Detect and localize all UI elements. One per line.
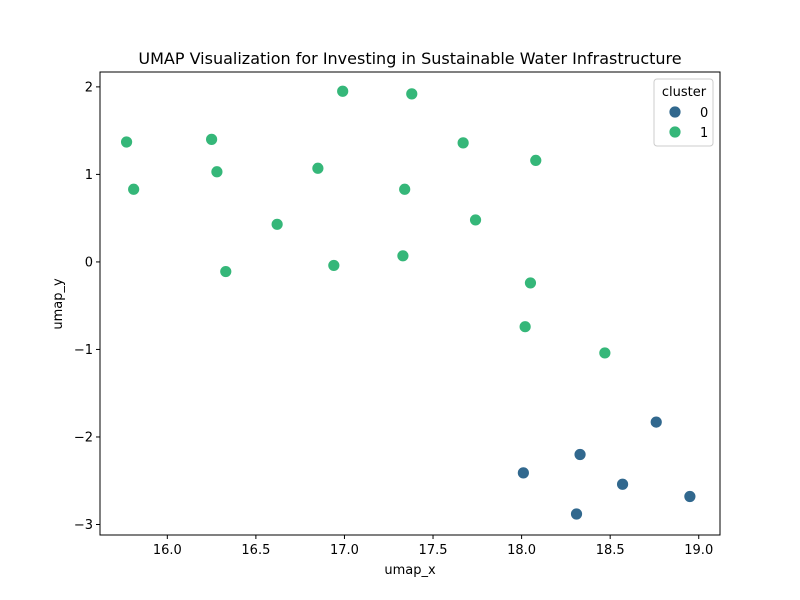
scatter-point-cluster-0 — [683, 490, 697, 503]
x-axis-label: umap_x — [384, 563, 436, 578]
scatter-point-cluster-1 — [518, 320, 532, 334]
y-tick-label: 2 — [85, 80, 93, 95]
scatter-point-cluster-0 — [516, 466, 530, 480]
scatter-point-cluster-0 — [649, 415, 663, 429]
y-tick-label: 1 — [85, 168, 93, 183]
plot-marks — [120, 84, 697, 521]
legend-marker-1 — [668, 125, 682, 139]
x-axis: 16.0 16.5 17.0 17.5 18.0 18.5 19.0 — [153, 535, 713, 558]
scatter-point-cluster-1 — [210, 165, 224, 179]
legend-label-0: 0 — [700, 106, 708, 121]
y-tick-label: −1 — [74, 343, 93, 358]
scatter-point-cluster-0 — [570, 507, 583, 521]
y-tick-label: 0 — [85, 255, 93, 270]
scatter-point-cluster-1 — [524, 276, 537, 290]
scatter-point-cluster-1 — [120, 135, 133, 149]
scatter-point-cluster-1 — [311, 161, 325, 175]
x-tick-label: 17.0 — [330, 543, 359, 558]
scatter-point-cluster-1 — [219, 265, 233, 278]
y-tick-label: −2 — [74, 430, 93, 445]
y-axis: −3 −2 −1 0 1 2 — [74, 80, 100, 533]
scatter-point-cluster-1 — [456, 136, 470, 150]
y-tick-label: −3 — [74, 518, 93, 533]
legend: cluster 0 1 — [653, 78, 714, 147]
legend-box — [653, 78, 714, 147]
legend-label-1: 1 — [700, 126, 708, 141]
x-tick-label: 18.0 — [507, 543, 536, 558]
legend-marker-0 — [668, 105, 682, 119]
x-tick-label: 16.0 — [153, 543, 182, 558]
x-tick-label: 18.5 — [596, 543, 625, 558]
scatter-point-cluster-0 — [573, 448, 587, 461]
scatter-point-cluster-1 — [127, 182, 141, 196]
x-tick-label: 17.5 — [419, 543, 448, 558]
x-tick-label: 16.5 — [241, 543, 270, 558]
scatter-point-cluster-1 — [336, 84, 350, 98]
scatter-point-cluster-0 — [616, 477, 629, 491]
chart-title: UMAP Visualization for Investing in Sust… — [138, 49, 681, 68]
scatter-point-cluster-1 — [405, 87, 419, 101]
scatter-point-cluster-1 — [396, 249, 410, 263]
scatter-point-cluster-1 — [529, 153, 543, 167]
legend-title: cluster — [662, 85, 707, 100]
scatter-point-cluster-1 — [598, 346, 612, 360]
scatter-point-cluster-1 — [469, 213, 482, 227]
scatter-point-cluster-1 — [398, 182, 412, 196]
scatter-point-cluster-1 — [205, 132, 219, 146]
scatter-point-cluster-1 — [270, 217, 284, 231]
x-tick-label: 19.0 — [684, 543, 713, 558]
scatter-point-cluster-1 — [327, 259, 341, 272]
y-axis-label: umap_y — [51, 278, 66, 330]
plot-frame — [99, 71, 721, 536]
